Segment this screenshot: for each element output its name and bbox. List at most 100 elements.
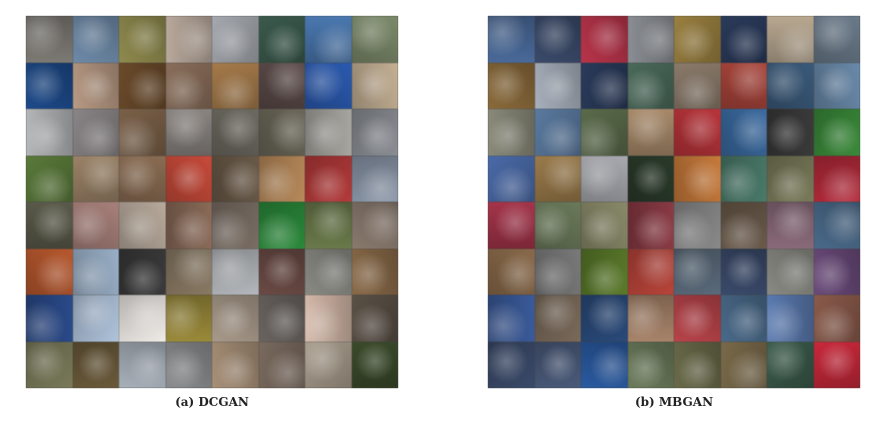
- sample-image-tile: [258, 248, 305, 295]
- sample-image-tile: [767, 62, 814, 109]
- sample-image-tile: [351, 16, 398, 63]
- sample-image-tile: [212, 62, 259, 109]
- sample-image-tile: [674, 341, 721, 388]
- sample-image-tile: [488, 248, 535, 295]
- sample-image-tile: [720, 341, 767, 388]
- sample-image-tile: [351, 109, 398, 156]
- mbgan-caption: (b) MBGAN: [634, 395, 714, 409]
- sample-image-tile: [534, 155, 581, 202]
- sample-image-tile: [212, 202, 259, 249]
- sample-image-tile: [26, 62, 73, 109]
- sample-image-tile: [258, 341, 305, 388]
- sample-image-tile: [720, 16, 767, 63]
- sample-image-tile: [305, 295, 352, 342]
- sample-image-tile: [72, 248, 119, 295]
- sample-image-tile: [581, 295, 628, 342]
- sample-image-tile: [720, 109, 767, 156]
- sample-image-tile: [674, 202, 721, 249]
- sample-image-tile: [581, 109, 628, 156]
- sample-image-tile: [212, 155, 259, 202]
- sample-image-tile: [305, 16, 352, 63]
- sample-image-tile: [627, 248, 674, 295]
- sample-image-tile: [488, 341, 535, 388]
- sample-image-tile: [813, 341, 860, 388]
- dcgan-caption: (a) DCGAN: [175, 395, 249, 409]
- sample-image-tile: [119, 295, 166, 342]
- sample-image-tile: [26, 202, 73, 249]
- sample-image-tile: [26, 295, 73, 342]
- sample-image-tile: [26, 248, 73, 295]
- sample-image-tile: [767, 202, 814, 249]
- sample-image-tile: [767, 295, 814, 342]
- sample-image-tile: [488, 109, 535, 156]
- sample-image-tile: [534, 248, 581, 295]
- sample-image-tile: [212, 248, 259, 295]
- sample-image-tile: [534, 202, 581, 249]
- sample-image-tile: [674, 295, 721, 342]
- sample-image-tile: [674, 109, 721, 156]
- sample-image-tile: [813, 202, 860, 249]
- sample-image-tile: [305, 202, 352, 249]
- sample-image-tile: [305, 62, 352, 109]
- sample-image-tile: [165, 202, 212, 249]
- sample-image-tile: [534, 62, 581, 109]
- sample-image-tile: [674, 16, 721, 63]
- sample-image-tile: [534, 109, 581, 156]
- sample-image-tile: [26, 16, 73, 63]
- sample-image-tile: [581, 62, 628, 109]
- sample-image-tile: [720, 295, 767, 342]
- sample-image-tile: [581, 155, 628, 202]
- sample-image-tile: [305, 248, 352, 295]
- sample-image-tile: [165, 248, 212, 295]
- sample-image-tile: [767, 16, 814, 63]
- sample-image-tile: [165, 341, 212, 388]
- sample-image-tile: [119, 62, 166, 109]
- sample-image-tile: [119, 16, 166, 63]
- sample-image-tile: [212, 16, 259, 63]
- sample-image-tile: [72, 341, 119, 388]
- sample-image-tile: [767, 341, 814, 388]
- sample-image-tile: [488, 62, 535, 109]
- sample-image-tile: [305, 109, 352, 156]
- sample-image-tile: [165, 16, 212, 63]
- sample-image-tile: [351, 341, 398, 388]
- sample-image-tile: [258, 295, 305, 342]
- sample-image-tile: [72, 62, 119, 109]
- sample-image-tile: [72, 202, 119, 249]
- sample-image-tile: [351, 155, 398, 202]
- sample-image-tile: [627, 341, 674, 388]
- sample-image-tile: [351, 202, 398, 249]
- sample-image-tile: [627, 155, 674, 202]
- sample-image-tile: [258, 16, 305, 63]
- sample-image-tile: [581, 202, 628, 249]
- sample-image-tile: [72, 109, 119, 156]
- sample-image-tile: [119, 248, 166, 295]
- sample-image-tile: [119, 341, 166, 388]
- sample-image-tile: [767, 109, 814, 156]
- sample-image-tile: [581, 16, 628, 63]
- sample-image-tile: [165, 109, 212, 156]
- sample-image-tile: [212, 109, 259, 156]
- sample-image-tile: [534, 16, 581, 63]
- sample-image-tile: [627, 62, 674, 109]
- sample-image-tile: [720, 202, 767, 249]
- sample-image-tile: [488, 16, 535, 63]
- sample-image-tile: [767, 155, 814, 202]
- sample-image-tile: [165, 62, 212, 109]
- sample-image-tile: [165, 295, 212, 342]
- sample-image-tile: [813, 109, 860, 156]
- sample-image-tile: [165, 155, 212, 202]
- sample-image-tile: [26, 155, 73, 202]
- mbgan-sample-grid: [488, 16, 860, 388]
- sample-image-tile: [534, 295, 581, 342]
- sample-image-tile: [258, 109, 305, 156]
- sample-image-tile: [813, 155, 860, 202]
- sample-image-tile: [119, 155, 166, 202]
- sample-image-tile: [258, 202, 305, 249]
- sample-image-tile: [581, 341, 628, 388]
- sample-image-tile: [674, 155, 721, 202]
- sample-image-tile: [212, 295, 259, 342]
- sample-image-tile: [72, 16, 119, 63]
- sample-image-tile: [720, 62, 767, 109]
- sample-image-tile: [351, 62, 398, 109]
